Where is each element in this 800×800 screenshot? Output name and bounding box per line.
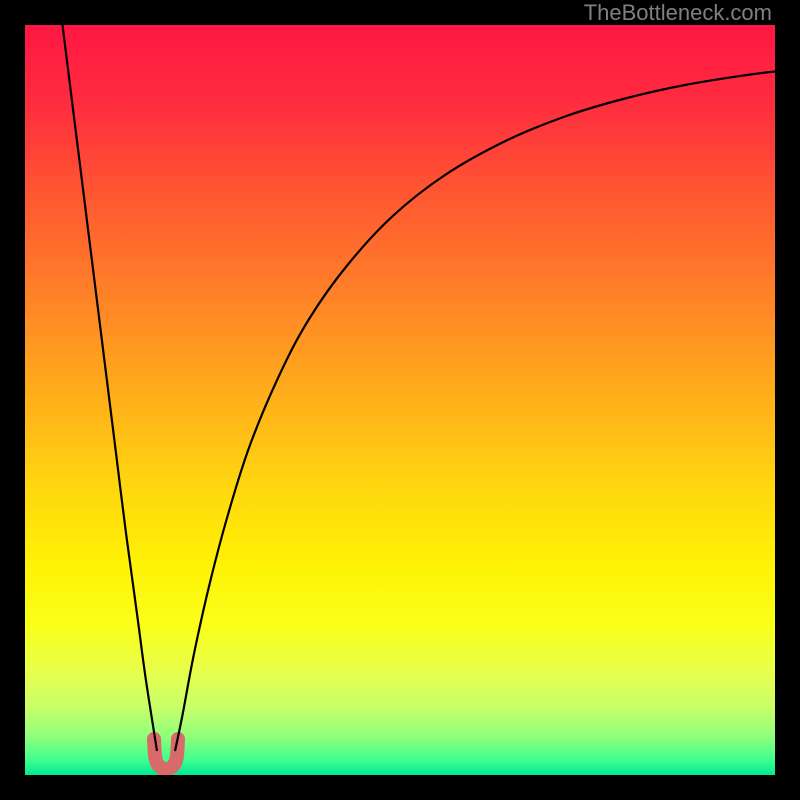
gradient-background-rect: [25, 25, 775, 775]
watermark-text: TheBottleneck.com: [584, 0, 772, 26]
gradient-plot-area: [25, 25, 775, 775]
